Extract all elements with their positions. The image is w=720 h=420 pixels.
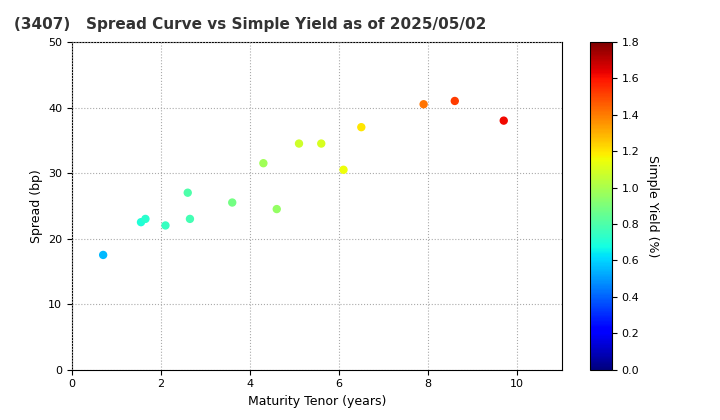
Point xyxy=(271,206,282,213)
Point xyxy=(140,215,151,222)
Point xyxy=(97,252,109,258)
Point xyxy=(184,215,196,222)
Point xyxy=(227,199,238,206)
Point xyxy=(258,160,269,167)
Point xyxy=(449,97,461,104)
Point xyxy=(293,140,305,147)
Point xyxy=(338,166,349,173)
Point xyxy=(498,117,510,124)
Point xyxy=(315,140,327,147)
Y-axis label: Spread (bp): Spread (bp) xyxy=(30,169,42,243)
Text: (3407)   Spread Curve vs Simple Yield as of 2025/05/02: (3407) Spread Curve vs Simple Yield as o… xyxy=(14,17,487,32)
Point xyxy=(418,101,429,108)
Point xyxy=(135,219,147,226)
Point xyxy=(160,222,171,229)
Point xyxy=(356,124,367,131)
Point xyxy=(182,189,194,196)
X-axis label: Maturity Tenor (years): Maturity Tenor (years) xyxy=(248,395,386,408)
Y-axis label: Simple Yield (%): Simple Yield (%) xyxy=(646,155,659,257)
